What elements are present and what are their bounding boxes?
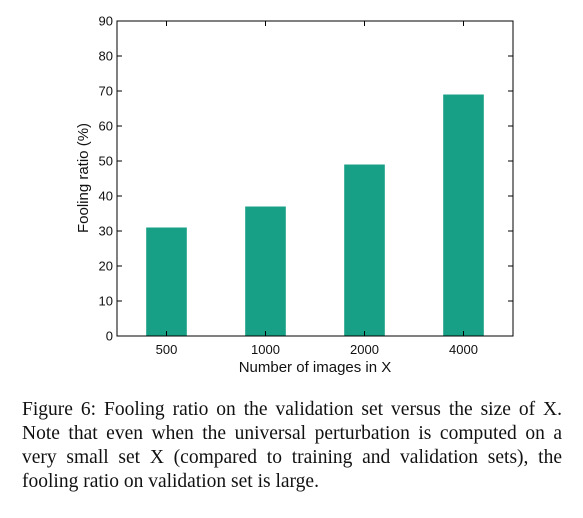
y-axis: 0 10 20 30 40 50 60 70 80 90 bbox=[99, 14, 513, 344]
y-tick-label-50: 50 bbox=[99, 154, 113, 169]
y-tick-label-10: 10 bbox=[99, 294, 113, 309]
x-tick-label-500: 500 bbox=[156, 342, 178, 357]
y-tick-label-20: 20 bbox=[99, 259, 113, 274]
bar-4000 bbox=[443, 94, 484, 336]
figure-caption: Figure 6: Fooling ratio on the validatio… bbox=[22, 399, 562, 492]
bar-1000 bbox=[245, 206, 286, 336]
bars bbox=[146, 94, 484, 336]
y-tick-label-0: 0 bbox=[106, 329, 113, 344]
y-tick-label-70: 70 bbox=[99, 84, 113, 99]
bar-2000 bbox=[344, 164, 385, 336]
plot-frame bbox=[116, 20, 514, 337]
y-tick-label-60: 60 bbox=[99, 119, 113, 134]
y-tick-label-40: 40 bbox=[99, 189, 113, 204]
x-tick-label-4000: 4000 bbox=[449, 342, 478, 357]
x-axis-label: Number of images in X bbox=[239, 359, 392, 376]
bar-500 bbox=[146, 227, 187, 336]
x-axis: 500 1000 2000 4000 bbox=[156, 21, 478, 357]
y-tick-label-30: 30 bbox=[99, 224, 113, 239]
bar-chart: 0 10 20 30 40 50 60 70 80 90 500 1000 2000 4000 Numb… bbox=[75, 14, 514, 376]
y-tick-label-90: 90 bbox=[99, 14, 113, 29]
x-tick-label-2000: 2000 bbox=[350, 342, 379, 357]
y-axis-label: Fooling ratio (%) bbox=[75, 123, 92, 233]
x-tick-label-1000: 1000 bbox=[251, 342, 280, 357]
y-tick-label-80: 80 bbox=[99, 49, 113, 64]
